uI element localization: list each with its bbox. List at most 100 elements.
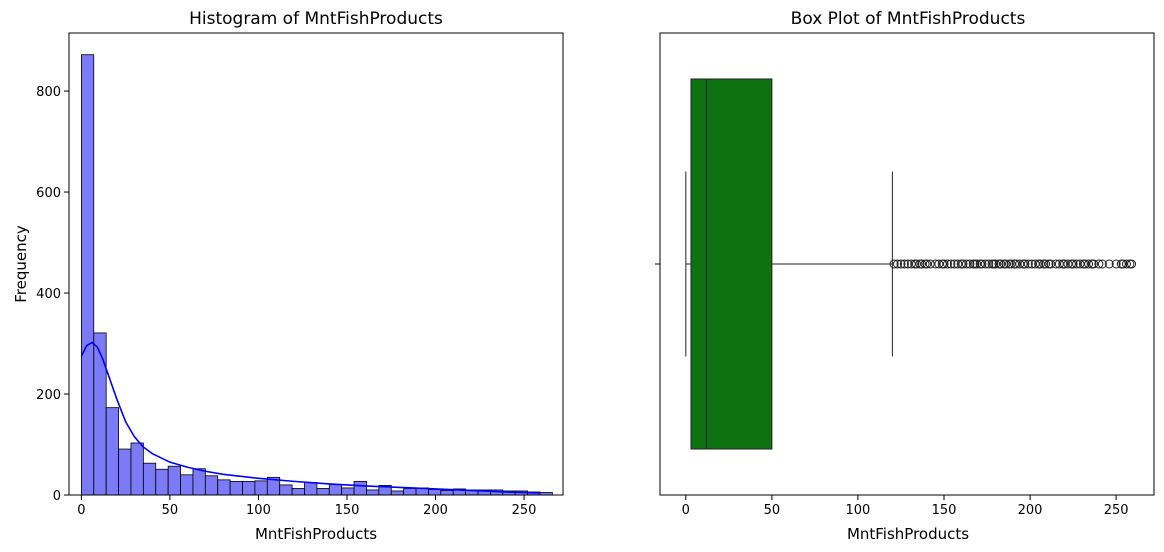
x-tick-label: 250 [512, 503, 537, 518]
x-tick-label: 150 [932, 503, 957, 518]
outlier-point [922, 259, 932, 269]
histogram-bar [279, 484, 293, 496]
outlier-point [934, 259, 944, 269]
histogram-bar [341, 487, 355, 496]
outlier-point [1127, 259, 1137, 269]
x-tick-label: 200 [423, 503, 448, 518]
histogram-bar [180, 474, 194, 496]
outlier-point [899, 259, 909, 269]
y-tick-label: 600 [36, 186, 61, 201]
x-tick-label: 100 [246, 503, 271, 518]
outlier-point [906, 259, 916, 269]
outlier-point [1020, 259, 1030, 269]
boxplot-plot-frame [659, 32, 1155, 496]
outlier-point [1027, 259, 1037, 269]
histogram-bar [93, 332, 107, 496]
outlier-point [977, 259, 987, 269]
outlier-point [1075, 259, 1085, 269]
outlier-point [1051, 259, 1061, 269]
x-tick-label: 150 [335, 503, 360, 518]
x-tick-label: 50 [764, 503, 781, 518]
outlier-point [961, 259, 971, 269]
histogram-bar [428, 489, 442, 496]
histogram-bar [353, 480, 367, 496]
boxplot-panel: Box Plot of MntFishProducts 0 50 100 150 200… [655, 9, 1155, 543]
histogram-bar [80, 54, 95, 496]
outlier-point [1059, 259, 1069, 269]
histogram-bar [142, 462, 157, 496]
outlier-point [903, 259, 913, 269]
histogram-bar [217, 479, 231, 496]
histogram-bar [366, 489, 380, 496]
outlier-point [1111, 259, 1121, 269]
outlier-point [1011, 259, 1021, 269]
histogram-bar [254, 480, 268, 496]
outlier-point [972, 259, 982, 269]
outlier-point [893, 259, 903, 269]
histogram-bar [167, 465, 181, 496]
histogram-title: Histogram of MntFishProducts [189, 9, 443, 29]
y-tick-label: 400 [36, 287, 61, 302]
outlier-point [996, 259, 1006, 269]
outlier-point [1094, 259, 1104, 269]
histogram-bar [105, 407, 119, 496]
outlier-point [1063, 259, 1073, 269]
histogram-bar [403, 488, 417, 496]
histogram-x-label: MntFishProducts [255, 525, 377, 543]
outlier-point [1006, 259, 1016, 269]
outlier-point [1084, 259, 1094, 269]
outlier-point [1054, 259, 1064, 269]
histogram-bars [80, 54, 553, 496]
boxplot-x-label: MntFishProducts [847, 525, 969, 543]
outlier-point [889, 259, 899, 269]
x-tick-label: 100 [846, 503, 871, 518]
histogram-bar [316, 488, 330, 496]
histogram-bar [204, 475, 219, 496]
histogram-bar [328, 483, 343, 496]
outlier-point [1080, 259, 1090, 269]
histogram-plot-frame [68, 32, 564, 496]
outlier-point [1072, 259, 1082, 269]
outlier-point [911, 259, 921, 269]
histogram-bar [390, 490, 405, 496]
outlier-point [946, 259, 956, 269]
x-tick-label: 200 [1018, 503, 1043, 518]
outlier-point [980, 259, 990, 269]
histogram-bar [440, 490, 454, 496]
outlier-point [1068, 259, 1078, 269]
outlier-point [991, 259, 1001, 269]
outlier-point [1046, 259, 1056, 269]
outlier-point [1001, 259, 1011, 269]
outlier-point [953, 259, 963, 269]
histogram-bar [242, 480, 256, 496]
outlier-point [1097, 259, 1107, 269]
boxplot-x-axis: 0 50 100 150 200 250 [682, 495, 1129, 518]
boxplot-outliers [889, 259, 1137, 269]
outlier-point [1089, 259, 1099, 269]
iqr-box [690, 78, 773, 450]
outlier-point [896, 259, 906, 269]
outlier-point [942, 259, 952, 269]
outlier-point [917, 259, 927, 269]
outlier-point [1118, 259, 1128, 269]
outlier-point [949, 259, 959, 269]
histogram-y-axis: 0 200 400 600 800 [36, 85, 69, 504]
outlier-point [958, 259, 968, 269]
histogram-bar [118, 448, 132, 496]
x-tick-label: 0 [77, 503, 85, 518]
histogram-panel: Histogram of MntFishProducts 0 50 100 150 20… [12, 9, 564, 543]
outlier-point [1030, 259, 1040, 269]
outlier-point [925, 259, 935, 269]
x-tick-label: 0 [682, 503, 690, 518]
outlier-point [1023, 259, 1033, 269]
histogram-bar [304, 481, 318, 496]
outlier-point [1035, 259, 1045, 269]
histogram-bar [291, 488, 305, 496]
outlier-point [965, 259, 975, 269]
histogram-bar [155, 468, 169, 496]
boxplot-elements [655, 78, 893, 450]
y-tick-label: 800 [36, 85, 61, 100]
histogram-x-axis: 0 50 100 150 200 250 [77, 495, 536, 518]
histogram-bar [192, 468, 206, 496]
outlier-point [1104, 259, 1114, 269]
